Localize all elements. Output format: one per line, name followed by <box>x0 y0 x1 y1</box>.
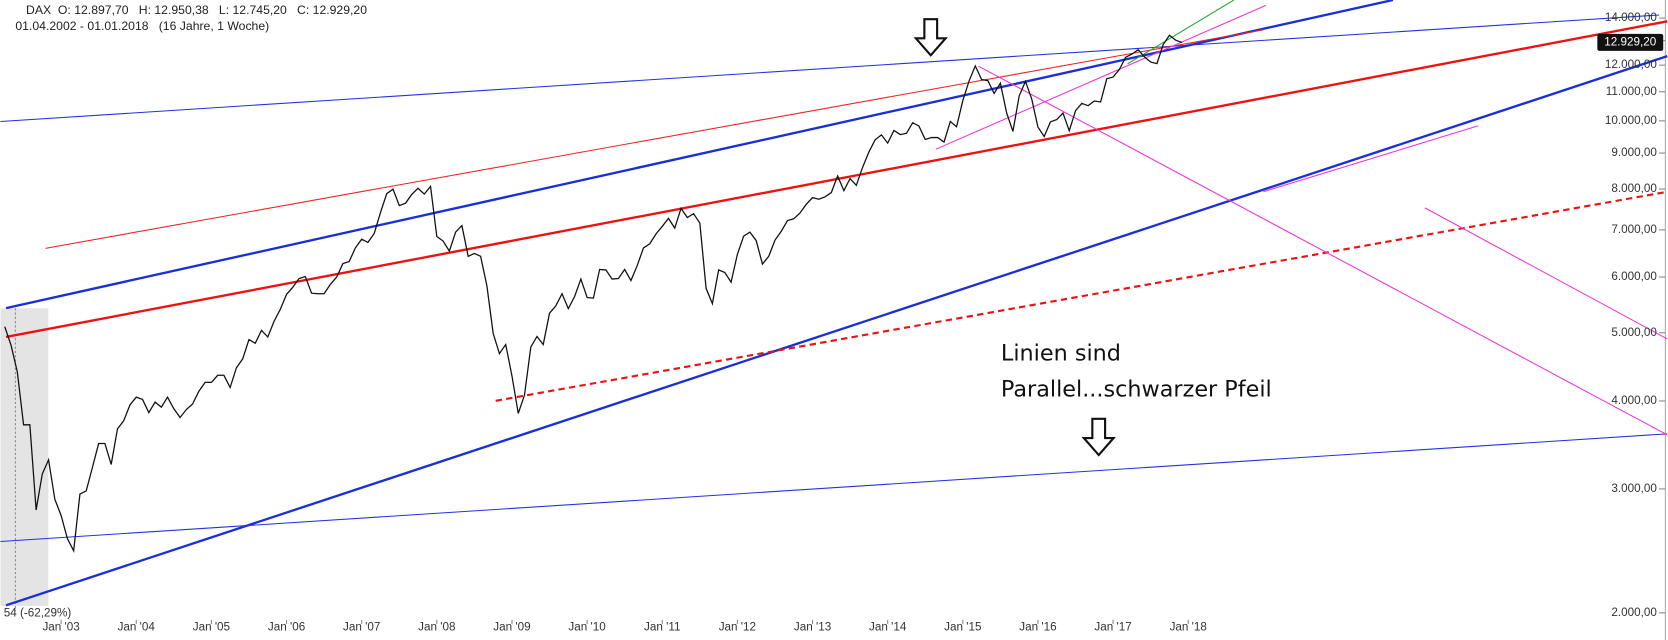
y-tick-label: 6.000,00 <box>1611 270 1657 283</box>
symbol: DAX <box>26 3 51 17</box>
drawdown-label: 54 (-62,29%) <box>4 607 72 620</box>
arrow <box>1081 417 1116 457</box>
x-tick-label: Jan '05 <box>193 620 231 633</box>
y-tick-label: 7.000,00 <box>1611 223 1657 236</box>
x-tick-label: Jan '12 <box>719 620 756 633</box>
x-tick-label: Jan '09 <box>493 620 530 633</box>
trend-line <box>495 190 1668 402</box>
x-tick-label: Jan '14 <box>869 620 907 633</box>
ohlc: O: 12.897,70 H: 12.950,38 L: 12.745,20 C… <box>58 3 367 17</box>
y-tick-label: 12.000,00 <box>1605 58 1657 71</box>
x-tick-label: Jan '11 <box>644 620 680 633</box>
trend-line <box>0 433 1668 543</box>
annotation: Linien sind <box>1001 341 1121 367</box>
trend-line <box>45 29 1264 249</box>
trend-line <box>1424 207 1668 340</box>
x-tick-label: Jan '04 <box>118 620 156 633</box>
trend-line <box>1127 0 1235 65</box>
y-tick-label: 4.000,00 <box>1611 394 1657 407</box>
x-tick-label: Jan '17 <box>1094 620 1131 633</box>
trend-line <box>935 4 1267 150</box>
x-tick-label: Jan '16 <box>1019 620 1056 633</box>
arrow <box>913 18 948 57</box>
price-line <box>4 34 1183 553</box>
x-tick-label: Jan '15 <box>944 620 982 633</box>
trend-line <box>5 54 1668 607</box>
x-tick-label: Jan '08 <box>418 620 455 633</box>
x-tick-label: Jan '10 <box>568 620 606 633</box>
x-tick-label: Jan '07 <box>343 620 380 633</box>
last-price-box <box>1597 33 1664 51</box>
y-tick-label: 2.000,00 <box>1611 606 1657 619</box>
trend-line <box>978 65 1668 436</box>
x-tick-label: Jan '06 <box>268 620 305 633</box>
y-tick-label: 9.000,00 <box>1611 146 1657 159</box>
x-tick-label: Jan '03 <box>42 620 79 633</box>
trend-line <box>0 14 1660 123</box>
trend-line <box>1263 125 1479 193</box>
trend-line <box>5 0 1394 310</box>
y-tick-label: 14.000,00 <box>1605 11 1657 24</box>
selection-range <box>0 308 49 606</box>
annotation: Parallel...schwarzer Pfeil <box>1001 377 1272 403</box>
y-tick-label: 8.000,00 <box>1611 182 1657 195</box>
x-tick-label: Jan '18 <box>1170 620 1207 633</box>
x-tick-label: Jan '13 <box>794 620 831 633</box>
y-tick-label: 11.000,00 <box>1606 85 1658 98</box>
period: 01.04.2002 - 01.01.2018 (16 Jahre, 1 Woc… <box>15 19 269 33</box>
y-tick-label: 10.000,00 <box>1605 114 1657 127</box>
y-tick-label: 3.000,00 <box>1611 482 1657 495</box>
last-price-label: 12.929,20 <box>1604 35 1656 48</box>
y-tick-label: 5.000,00 <box>1611 326 1657 339</box>
